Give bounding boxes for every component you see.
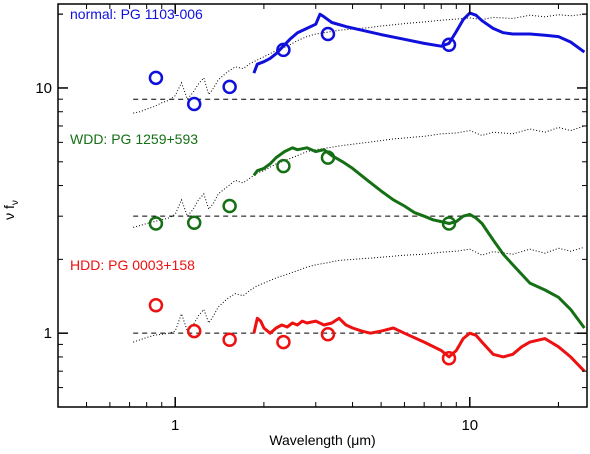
photometry-point: [148, 70, 164, 86]
y-axis-title-main: ν f: [1, 205, 17, 220]
photometry-point: [148, 297, 164, 313]
axis-layer: 1 10 1 10: [35, 4, 587, 434]
photometry-point: [441, 351, 457, 366]
photometry-point: [320, 150, 336, 165]
y-axis-title: ν fν: [1, 200, 21, 220]
series-hdd: HDD: PG 0003+158: [70, 246, 587, 373]
x-axis-title: Wavelength (μm): [269, 432, 375, 448]
photometry-point: [186, 215, 202, 231]
series-label-wdd: WDD: PG 1259+593: [70, 131, 198, 147]
photometry-point: [320, 26, 336, 42]
observed-spectrum-hdd: [252, 316, 586, 373]
photometry-point: [276, 334, 291, 350]
photometry-point: [276, 158, 291, 174]
x-tick-label: 1: [171, 417, 179, 434]
photometry-point: [320, 327, 336, 342]
x-tick-label: 10: [461, 417, 478, 434]
series-wdd: WDD: PG 1259+593: [70, 125, 587, 329]
template-spectrum-wdd: [133, 125, 585, 228]
photometry-point: [222, 79, 237, 95]
template-spectrum-normal: [133, 13, 585, 114]
series-label-normal: normal: PG 1103-006: [70, 6, 203, 22]
photometry-point: [276, 42, 291, 58]
observed-spectrum-wdd: [252, 146, 586, 329]
y-tick-label: 10: [35, 80, 52, 97]
y-axis-title-subscript: ν: [10, 200, 21, 205]
photometry-point: [222, 332, 237, 348]
template-spectrum-hdd: [133, 246, 585, 343]
plot-frame: [57, 3, 588, 408]
series-label-hdd: HDD: PG 0003+158: [70, 257, 195, 273]
photometry-point: [441, 216, 457, 231]
photometry-point: [186, 323, 202, 339]
series-normal: normal: PG 1103-006: [70, 6, 587, 114]
y-tick-label: 1: [44, 325, 52, 342]
photometry-point: [186, 96, 202, 112]
photometry-point: [441, 37, 457, 53]
photometry-point: [222, 198, 237, 214]
photometry-point: [148, 216, 164, 231]
data-layer: normal: PG 1103-006 WDD: PG 1259+593 HDD: …: [70, 6, 587, 373]
